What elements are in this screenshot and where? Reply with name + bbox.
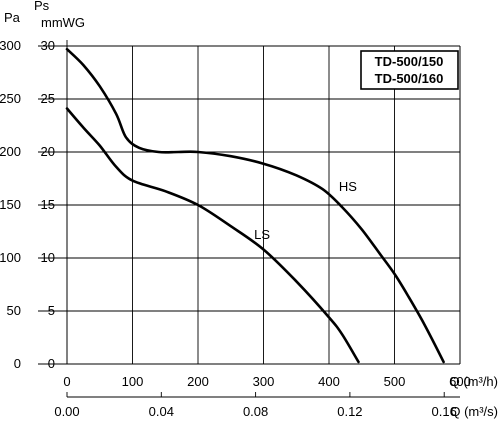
series-label-hs: HS — [339, 179, 357, 194]
y-tick-pa: 0 — [14, 356, 21, 371]
y-tick-pa: 100 — [0, 250, 21, 265]
y-tick-mmwg: 25 — [41, 91, 55, 106]
y-tick-mmwg: 20 — [41, 144, 55, 159]
legend-box — [360, 50, 459, 90]
y-tick-mmwg: 15 — [41, 197, 55, 212]
y-tick-mmwg: 5 — [48, 303, 55, 318]
y-axis-mmwg-ticks: 0 5 10 15 20 25 30 — [41, 38, 55, 371]
y-tick-mmwg: 30 — [41, 38, 55, 53]
x-axis-m3h-ticks: 0 100 200 300 400 500 600 — [63, 374, 470, 389]
y-axis-label-mmwg: mmWG — [41, 15, 85, 30]
legend-entry-td-500-160: TD-500/160 — [375, 71, 444, 86]
x-tick-m3s: 0.08 — [243, 404, 268, 419]
series-label-ls: LS — [254, 227, 270, 242]
x-tick-m3s: 0.12 — [337, 404, 362, 419]
x-tick-m3h: 600 — [449, 374, 471, 389]
x-axis-label-m3h: Q (m³/h) — [450, 374, 498, 389]
series-line-hs — [65, 47, 445, 364]
y-axis-label-pa: Pa — [4, 10, 21, 25]
y-axis-pa-ticks: 0 50 100 150 200 250 300 — [0, 38, 21, 371]
y-tick-pa: 250 — [0, 91, 21, 106]
x-axis-m3s-ticks: 0.00 0.04 0.08 0.12 0.16 — [54, 392, 457, 419]
series-line-ls — [65, 107, 360, 364]
x-tick-m3h: 300 — [253, 374, 275, 389]
legend-entry-td-500-150: TD-500/150 — [375, 54, 444, 69]
grid — [38, 40, 461, 398]
y-tick-pa: 200 — [0, 144, 21, 159]
y-tick-pa: 300 — [0, 38, 21, 53]
x-tick-m3h: 400 — [318, 374, 340, 389]
y-tick-mmwg: 0 — [48, 356, 55, 371]
x-axis-label-m3s: Q (m³/s) — [450, 404, 498, 419]
x-tick-m3s: 0.04 — [149, 404, 174, 419]
y-tick-mmwg: 10 — [41, 250, 55, 265]
x-tick-m3h: 200 — [187, 374, 209, 389]
x-tick-m3h: 500 — [384, 374, 406, 389]
x-tick-m3h: 100 — [122, 374, 144, 389]
x-tick-m3s: 0.00 — [54, 404, 79, 419]
x-tick-m3h: 0 — [63, 374, 70, 389]
legend: TD-500/150 TD-500/160 — [360, 50, 459, 90]
y-tick-pa: 50 — [7, 303, 21, 318]
y-tick-pa: 150 — [0, 197, 21, 212]
y-axis-label-ps: Ps — [34, 0, 50, 13]
x-tick-m3s: 0.16 — [432, 404, 457, 419]
